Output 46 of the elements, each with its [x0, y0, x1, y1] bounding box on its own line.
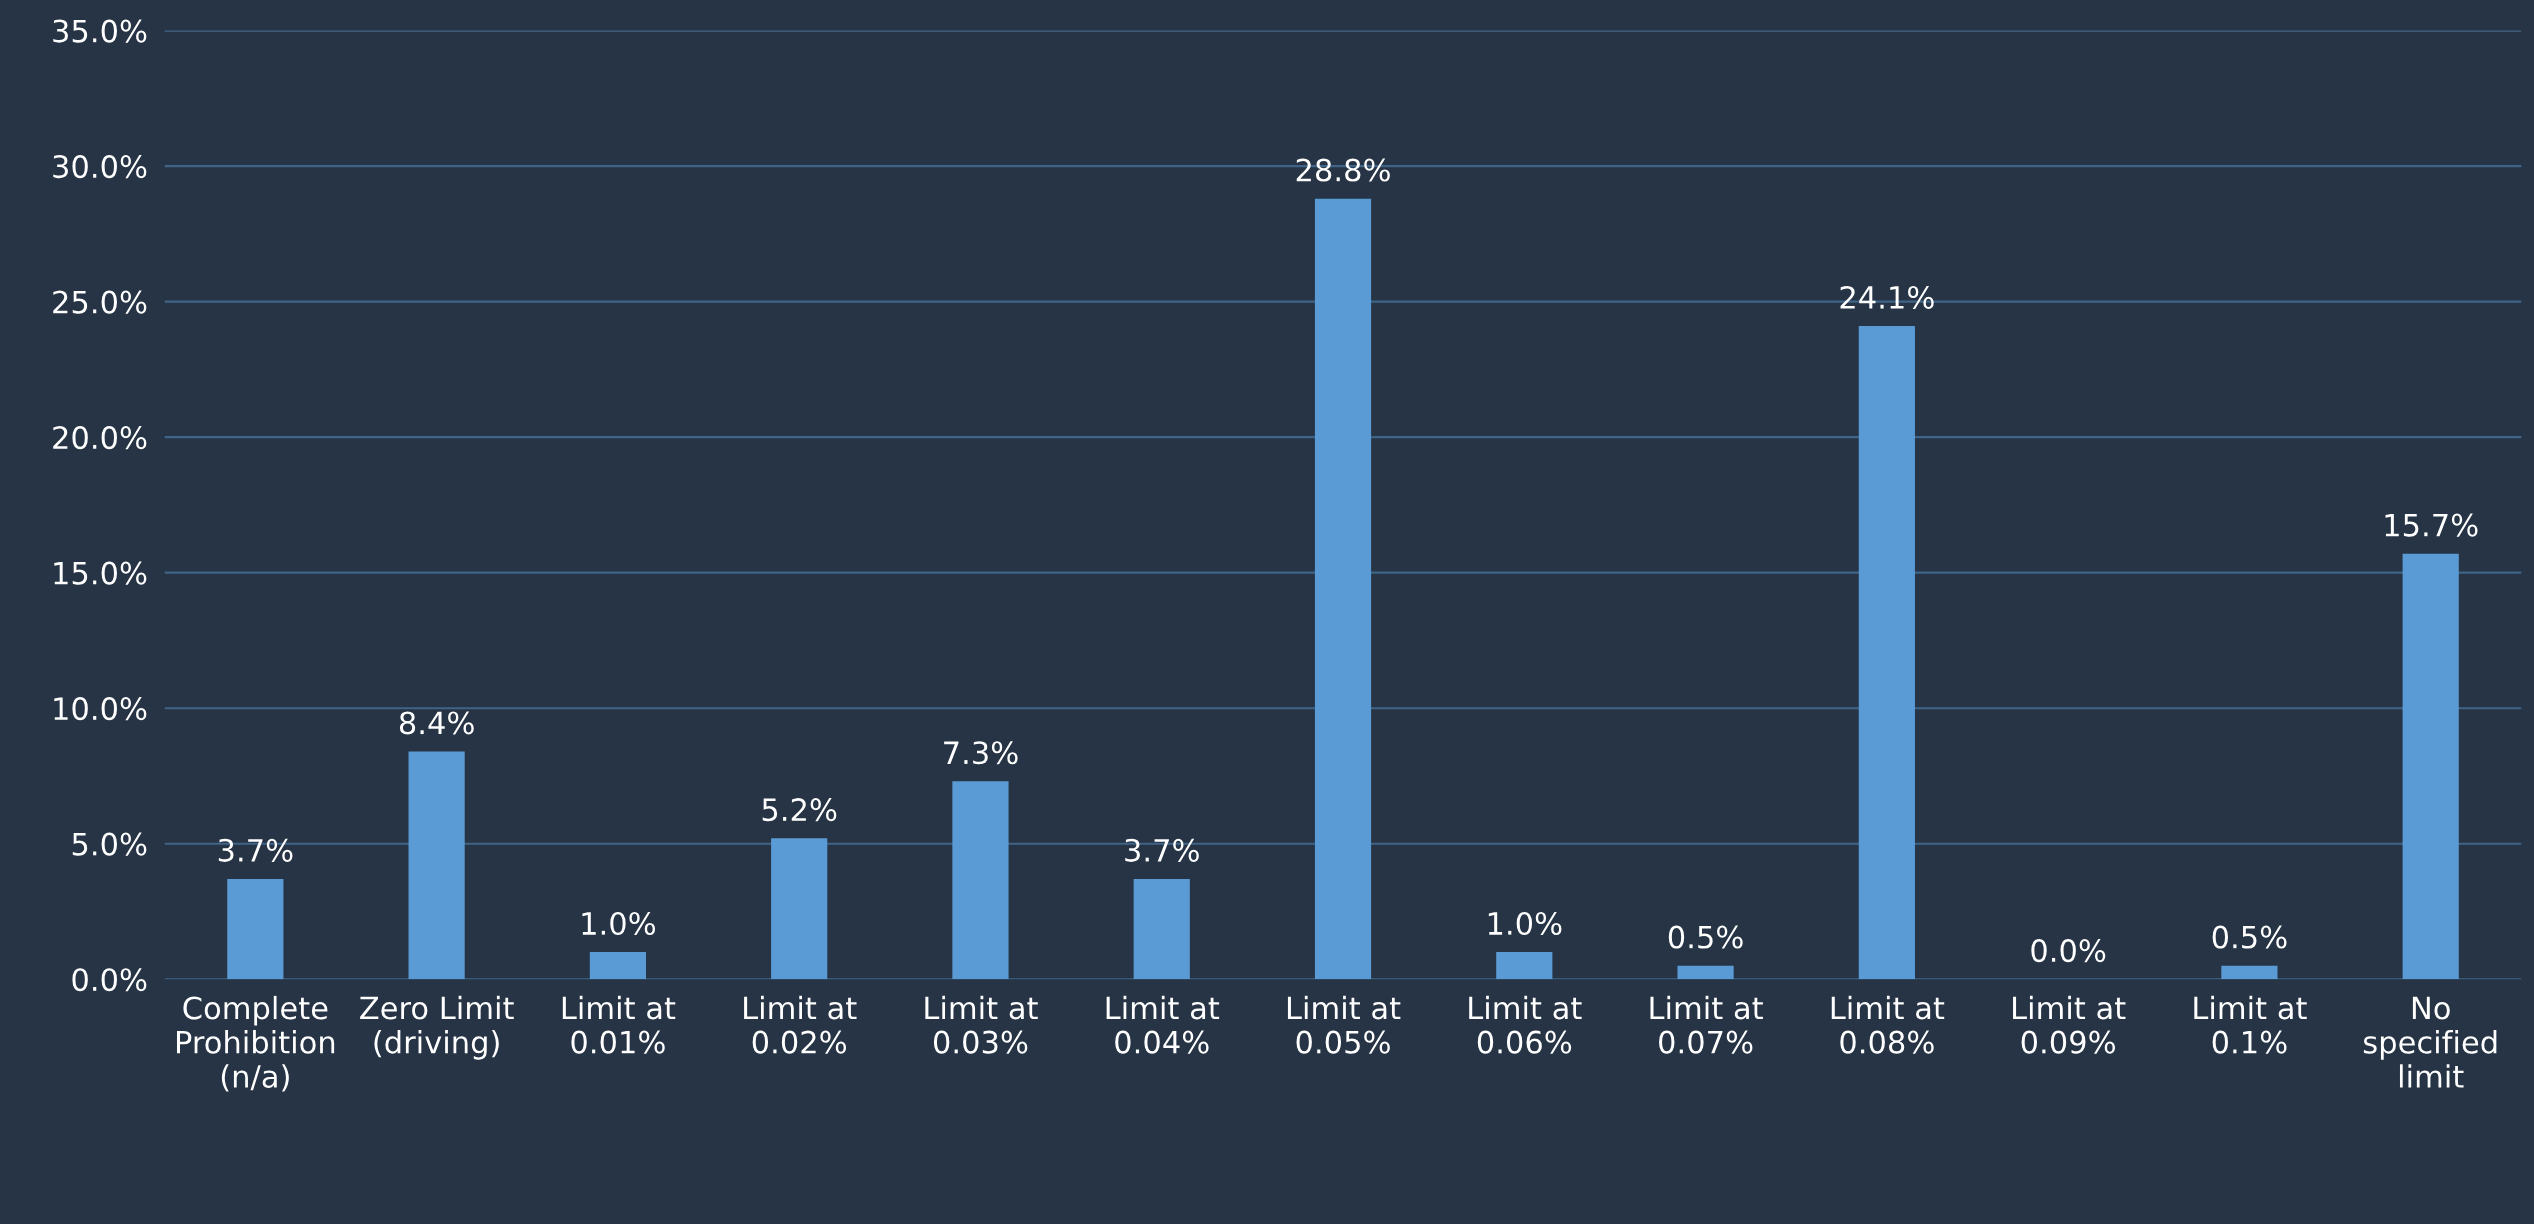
- x-tick-label: Limit at 0.06%: [1469, 995, 1582, 1054]
- x-tick-label: Limit at 0.01%: [562, 995, 676, 1054]
- y-tick-label: 15.0%: [54, 561, 147, 585]
- x-tick-label: Complete Prohibition (n/a): [176, 995, 335, 1092]
- data-label: 15.7%: [2385, 513, 2478, 537]
- y-tick-label: 5.0%: [72, 832, 147, 856]
- x-tick-label: No specified limit: [2363, 996, 2497, 1088]
- data-label: 5.2%: [762, 798, 837, 822]
- y-tick-label: 10.0%: [54, 697, 147, 721]
- y-tick-label: 20.0%: [53, 426, 147, 450]
- bar: [2402, 553, 2459, 980]
- x-tick-label: Limit at 0.02%: [744, 995, 857, 1054]
- data-label: 7.3%: [944, 741, 1018, 765]
- bar: [227, 878, 284, 980]
- x-tick-label: Limit at 0.04%: [1106, 995, 1220, 1054]
- data-label: 0.0%: [2031, 939, 2106, 963]
- data-label: 3.7%: [1125, 838, 1199, 862]
- y-tick-label: 30.0%: [53, 155, 147, 179]
- data-label: 24.1%: [1840, 285, 1934, 309]
- data-label: 1.0%: [1488, 911, 1562, 936]
- bar: [1496, 952, 1553, 980]
- x-tick-label: Limit at 0.09%: [2013, 995, 2126, 1054]
- y-tick-label: 25.0%: [53, 290, 147, 314]
- x-tick-label: Limit at 0.08%: [1831, 995, 1945, 1054]
- x-tick-label: Limit at 0.05%: [1287, 995, 1401, 1054]
- data-label: 0.5%: [2212, 925, 2287, 949]
- bar: [1133, 878, 1190, 980]
- y-tick-label: 35.0%: [53, 19, 147, 43]
- bar: [2221, 965, 2278, 980]
- x-tick-label: Limit at 0.1%: [2194, 995, 2307, 1054]
- bar: [408, 751, 465, 980]
- y-tick-label: 0.0%: [72, 968, 147, 992]
- bar: [771, 838, 828, 980]
- data-label: 28.8%: [1296, 158, 1390, 182]
- data-label: 0.5%: [1668, 925, 1743, 949]
- bar: [952, 781, 1009, 980]
- data-label: 1.0%: [582, 911, 656, 936]
- x-tick-label: Limit at 0.03%: [925, 995, 1038, 1054]
- bar: [1314, 198, 1372, 980]
- x-tick-label: Zero Limit (driving): [360, 995, 514, 1060]
- x-tick-label: Limit at 0.07%: [1650, 995, 1763, 1054]
- data-label: 3.7%: [218, 838, 293, 862]
- bar: [589, 952, 646, 980]
- bar: [1858, 326, 1915, 980]
- bar: [1677, 965, 1734, 980]
- data-label: 8.4%: [399, 711, 474, 735]
